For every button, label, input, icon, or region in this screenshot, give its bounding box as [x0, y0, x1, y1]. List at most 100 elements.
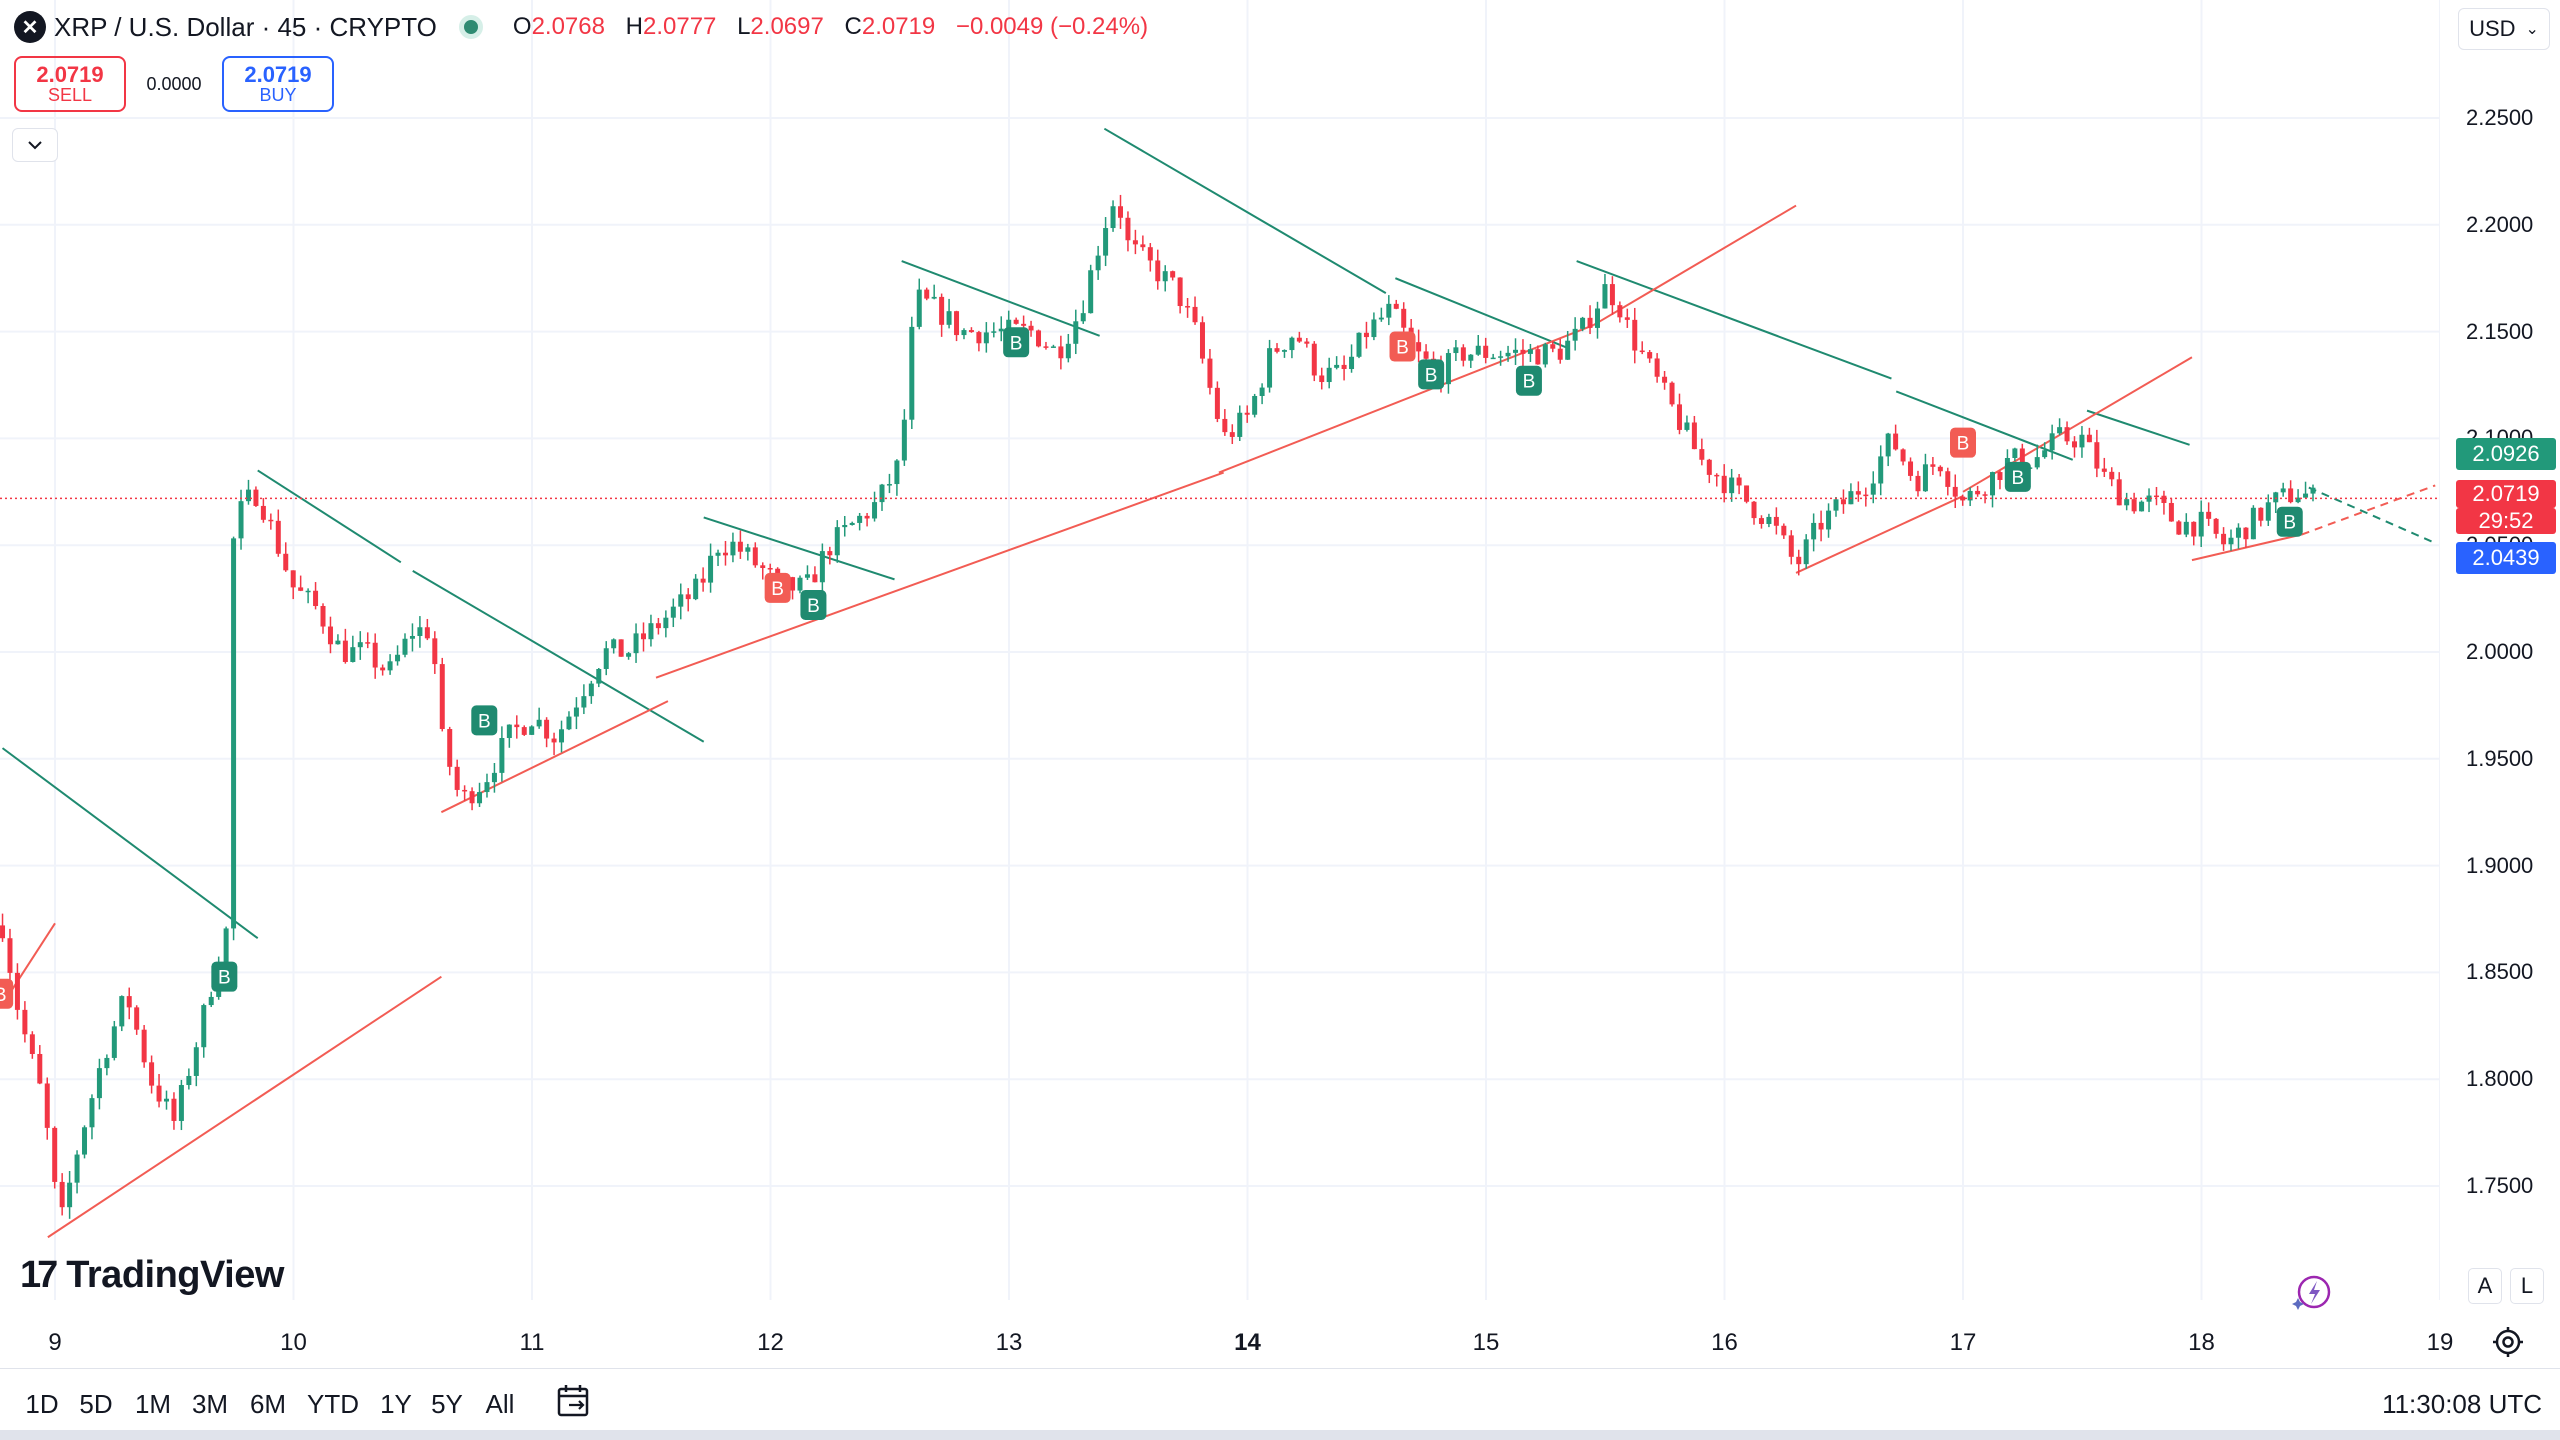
- candle-body: [82, 1127, 88, 1155]
- currency-select[interactable]: USD ⌄: [2458, 8, 2550, 50]
- candle-body: [648, 623, 654, 640]
- candle-body: [59, 1181, 65, 1208]
- candle-body: [342, 640, 348, 662]
- candle-body: [1758, 518, 1764, 524]
- candle-body: [1229, 432, 1235, 437]
- xrp-logo-icon[interactable]: ✕: [14, 11, 46, 43]
- candle-body: [1505, 352, 1511, 357]
- candle-body: [633, 633, 639, 654]
- candle-body: [1647, 352, 1653, 359]
- candle-body: [193, 1047, 199, 1076]
- candle-body: [2288, 488, 2294, 503]
- range-button-ytd[interactable]: YTD: [307, 1389, 359, 1419]
- low-price-label[interactable]: 2.0439: [2456, 542, 2556, 575]
- trade-marker-badge: [800, 590, 827, 621]
- utc-clock[interactable]: 11:30:08 UTC: [2382, 1389, 2542, 1419]
- candle-body: [1401, 308, 1407, 328]
- candle-body: [946, 311, 952, 325]
- candle-body: [1729, 477, 1735, 494]
- candle-body: [924, 289, 930, 299]
- sell-button[interactable]: 2.0719 SELL: [14, 56, 126, 112]
- candle-body: [1654, 358, 1660, 377]
- candle-body: [439, 664, 445, 730]
- collapse-legend-button[interactable]: [12, 128, 58, 162]
- candle-body: [96, 1068, 102, 1099]
- candle-body: [588, 683, 594, 697]
- candle-body: [1736, 477, 1742, 486]
- candle-body: [514, 724, 520, 728]
- trade-marker-badge: [764, 572, 791, 603]
- bar-countdown-label[interactable]: 29:52: [2456, 508, 2556, 535]
- log-scale-button[interactable]: L: [2510, 1268, 2544, 1304]
- buy-button[interactable]: 2.0719 BUY: [222, 56, 334, 112]
- candle-body: [305, 590, 311, 593]
- high-price-label[interactable]: 2.0926: [2456, 438, 2556, 471]
- price-axis[interactable]: 2.25002.20002.15002.10002.05002.00001.95…: [2446, 0, 2560, 1300]
- time-tick-label: 17: [1949, 1329, 1977, 1356]
- candle-body: [298, 587, 304, 591]
- candle-body: [290, 570, 296, 588]
- candle-body: [372, 642, 378, 668]
- time-tick-label: 14: [1234, 1329, 1261, 1356]
- candle-body: [521, 727, 527, 735]
- candle-body: [432, 638, 438, 665]
- candle-body: [2228, 537, 2234, 545]
- candle-body: [1036, 330, 1042, 347]
- candle-body: [357, 642, 363, 648]
- candle-body: [462, 789, 468, 792]
- candle-body: [22, 1009, 28, 1035]
- candle-body: [1609, 284, 1615, 306]
- candle-body: [1349, 356, 1355, 370]
- tradingview-logo[interactable]: 17 TradingView: [20, 1254, 284, 1296]
- candle-body: [1714, 474, 1720, 477]
- candle-body: [2057, 427, 2063, 434]
- range-button-3m[interactable]: 3M: [191, 1389, 229, 1419]
- range-button-all[interactable]: All: [485, 1389, 515, 1419]
- last-price-label[interactable]: 2.0719: [2456, 480, 2556, 509]
- candle-body: [1162, 271, 1168, 282]
- candle-body: [1990, 472, 1996, 496]
- sparkle-icon[interactable]: [2290, 1272, 2332, 1314]
- range-button-1m[interactable]: 1M: [134, 1389, 172, 1419]
- settings-gear-icon[interactable]: [2490, 1324, 2526, 1360]
- candle-body: [283, 553, 289, 571]
- candle-body: [1878, 456, 1884, 484]
- candle-body: [104, 1057, 110, 1069]
- auto-scale-button[interactable]: A: [2468, 1268, 2502, 1304]
- range-button-1y[interactable]: 1Y: [380, 1389, 412, 1419]
- time-tick-label: 13: [995, 1329, 1023, 1356]
- candle-body: [916, 289, 922, 327]
- trendline: [412, 569, 705, 743]
- candle-body: [1341, 364, 1347, 370]
- range-button-6m[interactable]: 6M: [249, 1389, 287, 1419]
- candle-body: [171, 1098, 177, 1121]
- range-button-5d[interactable]: 5D: [79, 1389, 113, 1419]
- trade-marker-badge: [2004, 461, 2031, 492]
- candle-body: [901, 419, 907, 461]
- trendline: [901, 260, 1100, 337]
- candle-body: [1662, 376, 1668, 383]
- range-button-5y[interactable]: 5Y: [431, 1389, 463, 1419]
- candle-body: [7, 938, 13, 973]
- symbol-header: ✕ XRP / U.S. Dollar · 45 · CRYPTO O2.076…: [14, 10, 1162, 44]
- candle-body: [2310, 487, 2316, 494]
- candle-body: [477, 792, 483, 804]
- chevron-down-icon: [28, 141, 42, 150]
- candle-body: [387, 661, 393, 671]
- range-button-1d[interactable]: 1D: [25, 1389, 59, 1419]
- candle-body: [1706, 459, 1712, 475]
- candle-body: [141, 1029, 147, 1063]
- candle-body: [1319, 375, 1325, 383]
- candle-body: [737, 541, 743, 552]
- calendar-goto-icon[interactable]: [556, 1383, 592, 1419]
- candle-body: [1058, 346, 1064, 359]
- candle-body: [1721, 475, 1727, 494]
- candle-body: [1117, 206, 1123, 218]
- symbol-title[interactable]: XRP / U.S. Dollar · 45 · CRYPTO: [54, 11, 437, 42]
- candle-body: [260, 505, 266, 520]
- candle-body: [2079, 434, 2085, 448]
- candle-body: [1170, 271, 1176, 278]
- time-axis[interactable]: 9 10 11 12 13 14 15 16 17 18 19: [0, 1315, 2453, 1367]
